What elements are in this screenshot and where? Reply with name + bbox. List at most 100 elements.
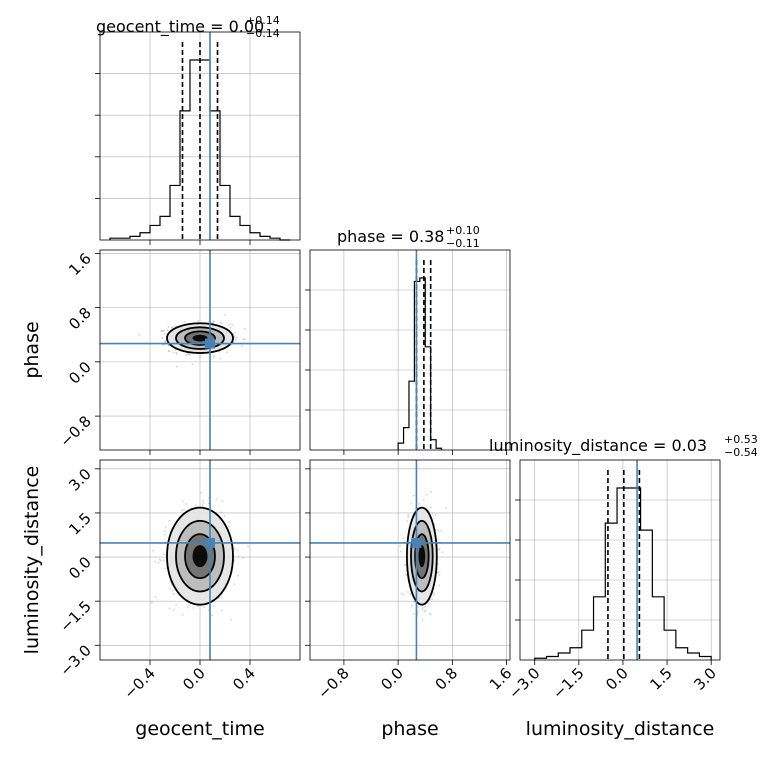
scatter-point — [221, 500, 224, 503]
contour-2-0-1 — [175, 519, 225, 593]
scatter-point — [424, 606, 426, 608]
scatter-point — [175, 603, 177, 606]
injection-marker-2-0 — [205, 537, 215, 548]
scatter-point — [163, 332, 166, 335]
title-geocent-time-minus: −0.14 — [246, 27, 280, 40]
scatter-point — [201, 504, 204, 507]
scatter-point — [228, 525, 230, 528]
scatter-point — [436, 572, 439, 574]
scatter-point — [405, 573, 407, 576]
scatter-point — [188, 353, 191, 356]
scatter-point — [228, 521, 231, 524]
scatter-point — [421, 606, 424, 609]
xlabel-luminosity-distance: luminosity_distance — [526, 718, 715, 740]
scatter-point — [159, 559, 162, 562]
xtick-label-geocent_time-0: −0.4 — [120, 664, 158, 702]
scatter-point — [407, 514, 410, 517]
scatter-point — [202, 502, 205, 505]
scatter-point — [183, 508, 186, 511]
ytick-label-phase-2: 0.8 — [65, 304, 95, 334]
contour-layer — [166, 322, 438, 606]
contour-2-0-2 — [184, 533, 216, 580]
scatter-point — [429, 613, 432, 616]
scatter-point — [211, 321, 214, 324]
scatter-point — [174, 325, 177, 327]
scatter-point — [409, 593, 412, 596]
scatter-point — [423, 610, 426, 613]
scatter-point — [233, 583, 236, 586]
scatter-point — [434, 514, 437, 516]
scatter-point — [437, 529, 440, 532]
scatter-point — [424, 609, 427, 612]
scatter-point — [421, 619, 424, 622]
xtick-label-phase-2: 0.8 — [432, 664, 462, 694]
scatter-point — [213, 605, 215, 607]
scatter-point — [212, 355, 215, 357]
xtick-label-phase-1: 0.0 — [377, 664, 407, 694]
scatter-point — [200, 491, 203, 494]
scatter-point — [175, 365, 178, 368]
ytick-label-luminosity_distance-2: 0.0 — [65, 553, 95, 583]
scatter-point — [410, 502, 413, 505]
scatter-point — [162, 553, 165, 555]
contour-1-0-0 — [166, 322, 234, 354]
scatter-point — [218, 350, 221, 353]
scatter-point — [437, 548, 440, 551]
xlabel-geocent-time: geocent_time — [135, 718, 264, 740]
ytick-label-phase-1: 0.0 — [65, 358, 95, 388]
scatter-point — [437, 571, 440, 574]
scatter-point — [203, 606, 206, 609]
panel-frame-1-1 — [309, 249, 511, 451]
scatter-point — [167, 350, 170, 352]
scatter-point — [167, 350, 170, 353]
title-geocent-time-plus: +0.14 — [246, 14, 280, 27]
scatter-point — [152, 549, 155, 552]
scatter-point — [215, 498, 218, 501]
scatter-point — [228, 324, 230, 326]
scatter-point — [210, 614, 213, 616]
scatter-point — [233, 336, 236, 338]
scatter-point — [431, 598, 434, 600]
contour-1-0-2 — [184, 330, 216, 346]
scatter-point — [433, 594, 435, 596]
scatter-point — [247, 545, 249, 548]
panel-frame-2-2 — [519, 459, 721, 661]
scatter-point — [425, 493, 428, 496]
scatter-point — [234, 331, 237, 334]
scatter-point — [212, 320, 215, 323]
ytick-label-luminosity_distance-0: −3.0 — [56, 641, 94, 679]
scatter-point — [235, 336, 238, 339]
scatter-point — [242, 557, 245, 559]
scatter-point — [171, 589, 174, 592]
scatter-point — [412, 613, 415, 615]
scatter-point — [237, 574, 239, 577]
scatter-point — [172, 593, 175, 595]
scatter-point — [138, 334, 141, 336]
scatter-point — [428, 602, 430, 605]
scatter-point — [154, 595, 157, 598]
panel-frame-2-1 — [309, 459, 511, 661]
scatter-point — [237, 555, 240, 558]
scatter-point — [400, 593, 403, 595]
scatter-point — [191, 363, 194, 366]
scatter-point — [229, 326, 232, 329]
scatter-point — [223, 313, 226, 316]
scatter-point — [234, 338, 237, 341]
scatter-point — [213, 320, 215, 323]
scatter-point — [441, 551, 444, 554]
scatter-point — [163, 329, 165, 332]
scatter-point — [164, 526, 167, 528]
scatter-point — [230, 618, 233, 621]
ytick-label-phase-0: −0.8 — [56, 412, 94, 450]
scatter-point — [226, 351, 228, 354]
scatter-point — [429, 491, 432, 493]
scatter-point — [162, 559, 165, 561]
scatter-point — [185, 354, 187, 357]
scatter-point — [150, 601, 153, 604]
scatter-point — [430, 506, 432, 509]
ylabel-phase: phase — [21, 321, 43, 378]
scatter-point — [407, 591, 409, 593]
scatter-point — [160, 330, 163, 333]
density-fill-1-0-3 — [192, 334, 208, 342]
ytick-label-luminosity_distance-3: 1.5 — [65, 509, 95, 539]
